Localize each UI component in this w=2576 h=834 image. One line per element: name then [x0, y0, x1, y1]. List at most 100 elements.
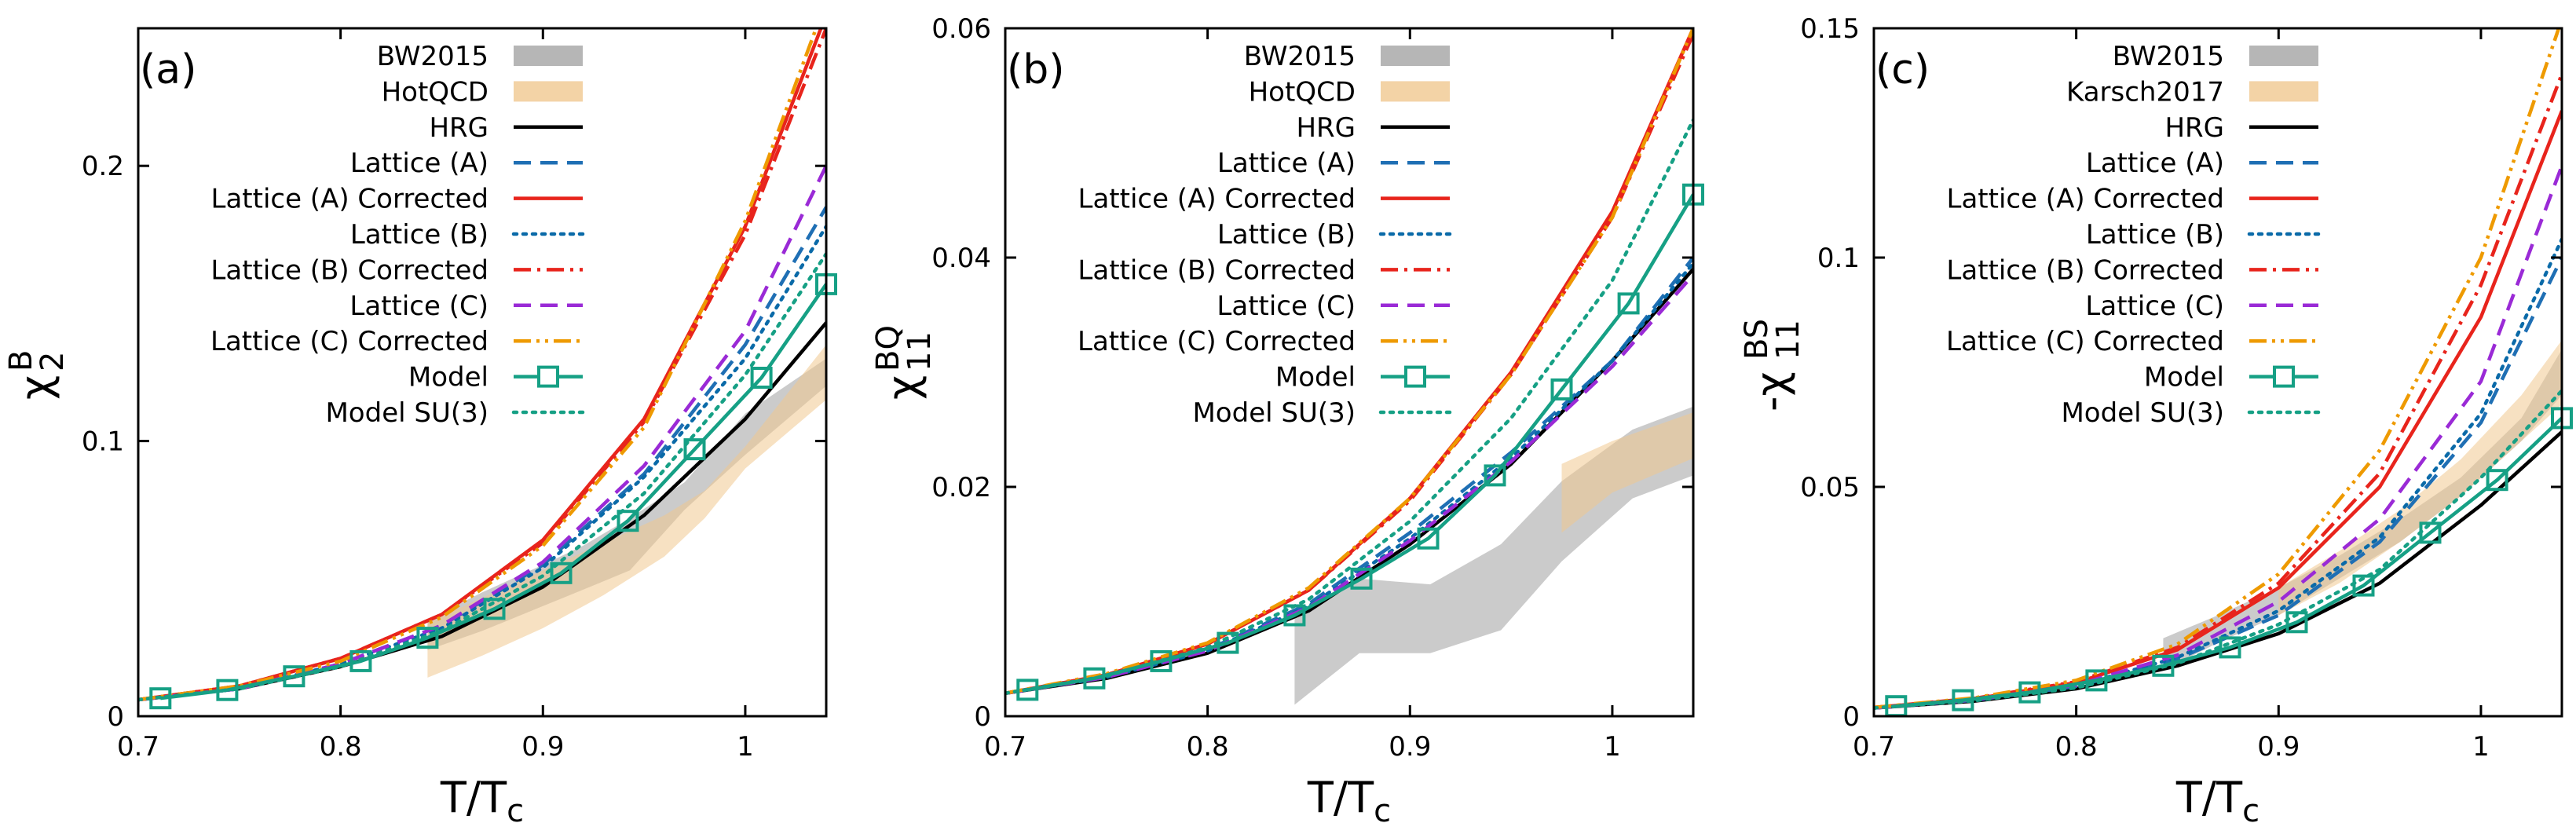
- legend-label-lattice-c: Lattice (C): [349, 291, 488, 322]
- model-marker: [283, 665, 306, 688]
- plot-frame: [1004, 27, 1695, 718]
- legend-label-model: Model: [1275, 362, 1356, 393]
- legend-label-model-su-3: Model SU(3): [1192, 397, 1356, 429]
- y-axis-title-sub: 2: [35, 352, 71, 371]
- legend-label-model-su-3: Model SU(3): [2061, 397, 2224, 429]
- x-tick-label: 0.8: [1187, 731, 1229, 763]
- legend-key-hotqcd: [1381, 81, 1450, 102]
- legend-marker: [537, 365, 559, 388]
- legend-label-model: Model: [408, 362, 488, 393]
- panel-label: (b): [1007, 46, 1065, 93]
- legend-label-lattice-a-corrected: Lattice (A) Corrected: [211, 184, 489, 215]
- legend-marker: [1404, 365, 1426, 388]
- y-axis-title-sup: BS: [1739, 319, 1775, 360]
- legend-key-karsch2017: [2249, 81, 2318, 102]
- model-marker: [1283, 604, 1306, 627]
- model-marker: [2486, 469, 2508, 492]
- y-axis-title-sub: 11: [1770, 320, 1806, 360]
- plot-area: [138, 28, 826, 702]
- x-tick-label: 0.7: [117, 731, 159, 763]
- y-tick-label: 0.04: [931, 243, 991, 274]
- series-model-su-3: [1005, 118, 1693, 696]
- model-marker: [2419, 521, 2442, 544]
- model-marker: [1617, 292, 1640, 315]
- series-lattice-c: [1005, 273, 1693, 696]
- plot-frame: [137, 27, 828, 718]
- x-axis-title: T/Tc: [2175, 773, 2259, 829]
- x-axis-title-sub: c: [1374, 793, 1391, 829]
- y-axis-title-sup: BQ: [870, 325, 906, 371]
- legend-marker: [2273, 365, 2295, 388]
- x-tick-label: 0.7: [1853, 731, 1895, 763]
- x-tick-label: 1: [1604, 731, 1621, 763]
- model-marker: [1217, 631, 1239, 654]
- x-tick-label: 0.9: [2257, 731, 2300, 763]
- y-tick-label: 0.15: [1800, 13, 1860, 45]
- y-tick-label: 0.1: [1817, 243, 1860, 274]
- x-axis-title-sub: c: [507, 793, 524, 829]
- plot-area: [1005, 28, 1693, 705]
- x-tick-label: 1: [2472, 731, 2490, 763]
- panel-label: (a): [140, 46, 196, 93]
- legend-label-model: Model: [2144, 362, 2224, 393]
- legend-label-lattice-c-corrected: Lattice (C) Corrected: [1946, 326, 2224, 357]
- model-marker: [617, 510, 639, 532]
- x-axis-title: T/Tc: [440, 773, 524, 829]
- band-bw2015: [427, 358, 826, 650]
- legend-label-karsch2017: Karsch2017: [2066, 76, 2224, 108]
- x-tick-label: 0.7: [984, 731, 1026, 763]
- model-marker: [149, 687, 172, 710]
- legend-label-lattice-c-corrected: Lattice (C) Corrected: [210, 326, 488, 357]
- legend-label-lattice-c-corrected: Lattice (C) Corrected: [1078, 326, 1356, 357]
- legend-label-lattice-b: Lattice (B): [2086, 219, 2224, 251]
- legend-label-bw2015: BW2015: [377, 41, 488, 72]
- legend-label-bw2015: BW2015: [2113, 41, 2224, 72]
- y-tick-label: 0.2: [82, 151, 124, 182]
- x-axis-title-sub: c: [2242, 793, 2259, 829]
- y-tick-label: 0.05: [1800, 472, 1860, 503]
- legend: BW2015 HotQCD HRG Lattice (A) Lattice (A) Co…: [210, 41, 585, 429]
- panel-label: (c): [1875, 46, 1930, 93]
- y-axis-title-sub: 11: [902, 331, 938, 371]
- legend-label-hrg: HRG: [429, 112, 488, 144]
- band-bw2015: [2163, 349, 2562, 671]
- legend-label-lattice-b: Lattice (B): [1217, 219, 1356, 251]
- legend: BW2015 HotQCD HRG Lattice (A) Lattice (A) Co…: [1078, 41, 1452, 429]
- model-marker: [1350, 567, 1373, 590]
- x-axis-title-main: T/T: [440, 773, 507, 822]
- y-axis-title-main: -χ: [1747, 371, 1796, 412]
- legend: BW2015 Karsch2017 HRG Lattice (A) Lattice (A…: [1946, 41, 2321, 429]
- legend-label-lattice-b-corrected: Lattice (B) Corrected: [1946, 254, 2224, 286]
- model-marker: [2352, 574, 2375, 597]
- x-axis-title: T/Tc: [1307, 773, 1391, 829]
- x-tick-label: 0.9: [521, 731, 564, 763]
- legend-label-lattice-a: Lattice (A): [350, 148, 488, 179]
- model-marker: [1952, 689, 1974, 711]
- legend-key-bw2015: [514, 46, 583, 66]
- legend-label-lattice-b: Lattice (B): [350, 219, 488, 251]
- legend-label-lattice-b-corrected: Lattice (B) Corrected: [1078, 254, 1356, 286]
- legend-label-lattice-a: Lattice (A): [1217, 148, 1356, 179]
- plot-frame: [1872, 27, 2563, 718]
- model-marker: [1550, 378, 1573, 401]
- model-marker: [2152, 654, 2175, 677]
- x-tick-label: 0.8: [320, 731, 362, 763]
- model-marker: [2219, 636, 2241, 659]
- y-tick-label: 0: [974, 701, 991, 733]
- series-lattice-c-corrected: [1874, 28, 2561, 710]
- legend-key-bw2015: [2249, 46, 2318, 66]
- series-model-su-3: [1874, 389, 2562, 710]
- y-axis-title-main: χ: [11, 375, 60, 400]
- model-marker: [1016, 679, 1039, 701]
- series-lattice-b-corrected: [1874, 73, 2562, 710]
- y-tick-label: 0: [107, 701, 124, 733]
- model-marker: [550, 561, 573, 584]
- legend-label-lattice-a: Lattice (A): [2086, 148, 2224, 179]
- x-tick-label: 0.9: [1389, 731, 1431, 763]
- legend-label-hrg: HRG: [1296, 112, 1356, 144]
- model-marker: [416, 627, 439, 649]
- y-tick-label: 0: [1842, 701, 1860, 733]
- band-karsch2017: [2278, 340, 2562, 616]
- series-lattice-b-corrected: [138, 28, 826, 702]
